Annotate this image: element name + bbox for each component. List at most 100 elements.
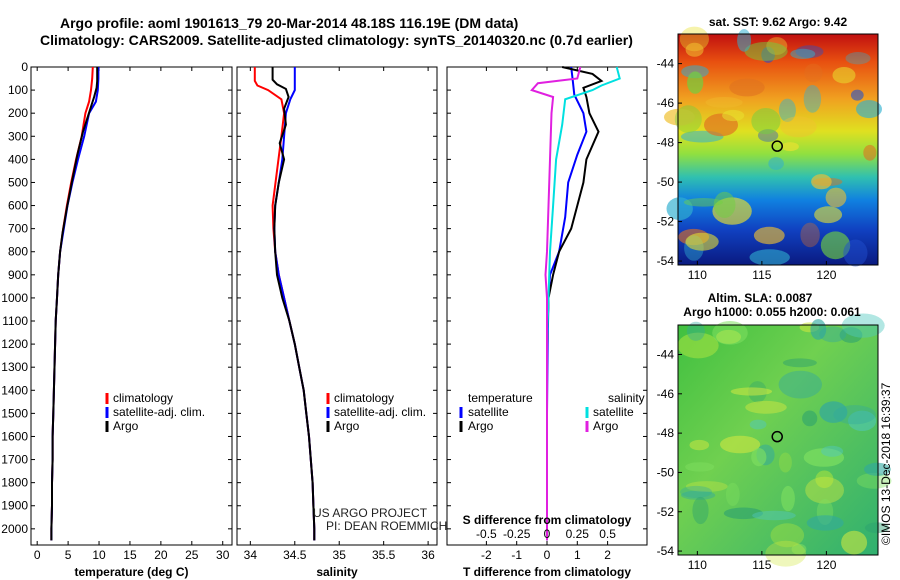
map-texture [843, 239, 868, 267]
y-tick-label: 1500 [1, 406, 28, 420]
series-line [50, 67, 99, 541]
legend-label: climatology [113, 391, 173, 405]
y-tick-label: -54 [657, 254, 675, 268]
y-tick-label: 800 [8, 245, 28, 259]
map-texture [745, 400, 787, 414]
x-tick-label: -1 [511, 548, 522, 562]
x-tick-label: 25 [185, 548, 199, 562]
y-tick-label: 1100 [2, 314, 28, 328]
map-texture [800, 222, 820, 248]
x-tick-label: 20 [154, 548, 168, 562]
sla-map-panel: 110 115 120 -44 -46 -48 -50 -52 -54 Altim. SLA: 0… [657, 291, 892, 572]
x-tick-label: 34 [244, 548, 258, 562]
x-axis-label: temperature (deg C) [74, 565, 188, 579]
legend-label: Argo [113, 419, 139, 433]
x-tick-label-top: 0.25 [566, 527, 590, 541]
x-tick-label-top: 0.5 [599, 527, 616, 541]
y-tick-label: 1000 [1, 291, 28, 305]
legend-label: Argo [334, 419, 360, 433]
map-texture [705, 97, 743, 108]
y-tick-label: -50 [657, 175, 675, 189]
x-axis-label: T difference from climatology [463, 565, 631, 579]
x-axis-label: salinity [316, 565, 358, 579]
map-texture [845, 52, 871, 65]
y-tick-label: 2000 [1, 522, 28, 536]
legend-label: satellite [468, 405, 509, 419]
map-texture [782, 358, 817, 368]
map-title-line1: Altim. SLA: 0.0087 [708, 291, 813, 305]
legend-title-temperature: temperature [468, 391, 533, 405]
map-texture [778, 370, 822, 399]
map-texture [804, 63, 823, 83]
map-texture [712, 197, 752, 225]
x-tick-label: 110 [688, 558, 707, 572]
map-frame [677, 33, 879, 266]
y-tick-label: 1600 [1, 429, 28, 443]
x-tick-label: 36 [421, 548, 435, 562]
map-texture [679, 26, 710, 52]
map-texture [766, 37, 788, 55]
map-texture [803, 448, 845, 467]
map-texture [791, 543, 807, 555]
map-texture [805, 476, 844, 504]
map-texture [832, 67, 856, 84]
legend-label: Argo [468, 419, 494, 433]
x-tick-label: 1 [574, 548, 581, 562]
difference-panel: -2 -1 0 1 2 T difference from climatology temp… [446, 66, 648, 579]
map-texture [841, 313, 885, 338]
y-tick-label: 0 [21, 60, 28, 74]
map-texture [689, 439, 710, 451]
map-texture [749, 419, 767, 430]
map-texture [770, 523, 805, 548]
map-texture [778, 452, 792, 473]
map-texture [751, 108, 781, 135]
y-tick-label: -48 [657, 426, 675, 440]
x-tick-label: 0 [34, 548, 41, 562]
map-texture [864, 522, 890, 534]
map-field [678, 325, 878, 555]
y-tick-label: 700 [8, 222, 28, 236]
map-texture [856, 472, 892, 489]
map-texture [753, 226, 785, 245]
map-texture [680, 485, 713, 498]
map-texture [863, 144, 877, 161]
map-texture [686, 321, 705, 341]
map-title: sat. SST: 9.62 Argo: 9.42 [709, 15, 848, 29]
map-texture [864, 462, 891, 476]
map-texture [768, 157, 784, 170]
annotation-pi: PI: DEAN ROEMMICH [326, 519, 447, 533]
map-texture [856, 100, 882, 119]
x-tick-label: 15 [123, 548, 137, 562]
y-tick-label: 1900 [1, 499, 28, 513]
map-texture [850, 89, 864, 101]
y-tick-label: 1700 [1, 453, 28, 467]
x-tick-label: 0 [544, 548, 551, 562]
series-line [546, 66, 621, 541]
y-tick-label: 900 [8, 268, 28, 282]
map-texture [730, 387, 773, 396]
map-texture [790, 48, 816, 60]
map-texture [712, 321, 748, 345]
y-tick-label: 100 [8, 83, 28, 97]
argo-position-marker [771, 430, 783, 443]
map-texture [848, 410, 877, 431]
x-tick-label: 2 [604, 548, 611, 562]
map-texture [821, 445, 844, 457]
y-tick-label: -46 [657, 387, 675, 401]
legend-label: satellite-adj. clim. [334, 405, 426, 419]
x-tick-label: 35 [333, 548, 347, 562]
map-texture [664, 108, 695, 126]
map-texture [802, 410, 818, 427]
y-tick-label: -46 [657, 96, 675, 110]
argo-position-marker [771, 140, 783, 152]
temperature-panel: 0100200300400500600700800900100011001200… [1, 60, 233, 579]
map-texture [685, 462, 715, 472]
y-tick-label: -52 [657, 505, 675, 519]
map-texture [685, 232, 719, 251]
map-texture [780, 116, 817, 138]
y-tick-label: -52 [657, 215, 675, 229]
x-tick-label: 115 [752, 558, 771, 572]
y-tick-label: 1400 [1, 383, 28, 397]
map-texture [781, 485, 795, 512]
